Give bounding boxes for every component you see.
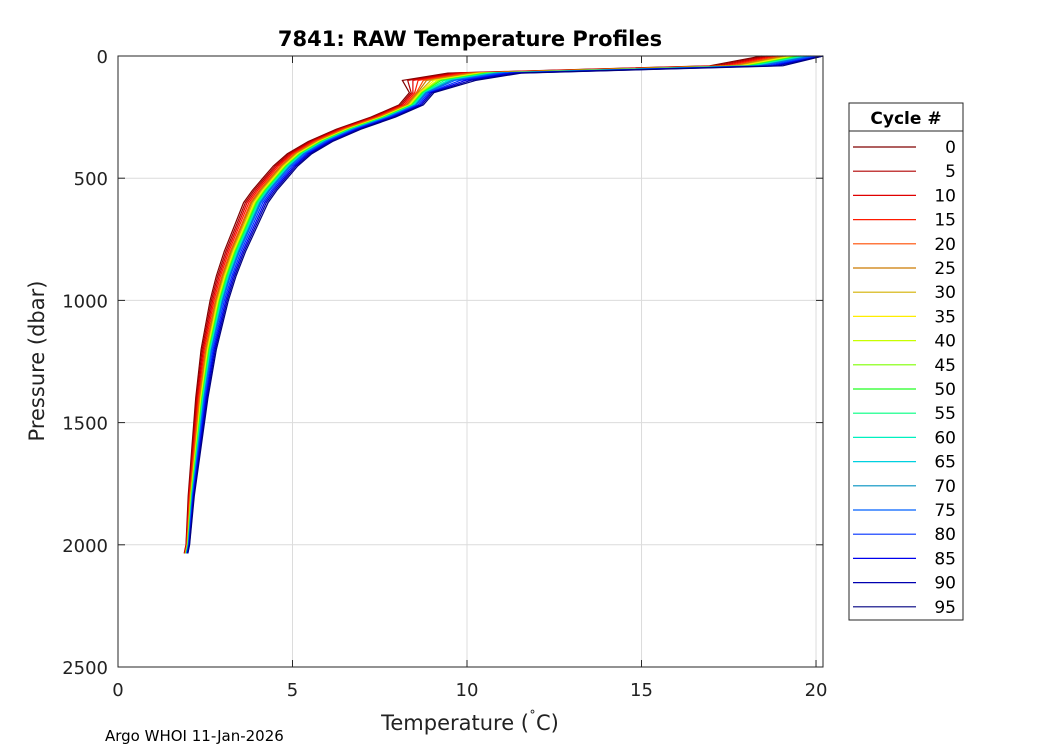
legend-label: 60: [934, 428, 956, 448]
profile-line-cycle-20: [184, 55, 784, 554]
profile-line-cycle-95: [187, 55, 824, 554]
profile-line-cycle-70: [186, 55, 812, 554]
y-tick-label: 2500: [62, 658, 108, 679]
y-tick-label: 1500: [62, 414, 108, 435]
y-tick-label: 0: [97, 47, 108, 68]
profile-line-cycle-80: [186, 55, 820, 554]
grid-lines: [118, 56, 823, 667]
profile-line-cycle-55: [185, 55, 804, 554]
profile-line-cycle-75: [186, 55, 815, 554]
legend-label: 70: [934, 477, 956, 497]
legend-label: 35: [934, 307, 956, 327]
legend-label: 20: [934, 235, 956, 255]
legend-label: 30: [934, 283, 956, 303]
x-tick-label: 15: [630, 680, 653, 701]
profile-line-cycle-0: [183, 55, 763, 554]
profile-line-cycle-65: [186, 55, 810, 554]
profile-line-cycle-60: [185, 55, 808, 554]
footer-credit: Argo WHOI 11-Jan-2026: [105, 727, 284, 745]
x-axis-label: Temperature (˚C): [380, 709, 559, 735]
profile-line-cycle-25: [184, 55, 787, 554]
y-tick-label: 500: [74, 169, 108, 190]
profile-line-cycle-90: [187, 55, 824, 554]
y-axis-label: Pressure (dbar): [25, 281, 49, 442]
chart-title: 7841: RAW Temperature Profiles: [278, 27, 662, 51]
profile-line-cycle-85: [186, 55, 824, 554]
legend-label: 80: [934, 525, 956, 545]
legend-label: 45: [934, 356, 956, 376]
legend-label: 0: [945, 138, 956, 158]
legend: Cycle # 0 5 10 15 20 25 30 35 40 45 50 55 60 65 70 75 80…: [848, 102, 964, 621]
x-axis-ticks: 0 5 10 15 20: [112, 56, 827, 701]
y-tick-label: 1000: [62, 291, 108, 312]
legend-label: 50: [934, 380, 956, 400]
plot-area: [117, 55, 824, 668]
legend-label: 25: [934, 259, 956, 279]
legend-label: 55: [934, 404, 956, 424]
profile-line-cycle-40: [185, 55, 797, 554]
profile-lines: [183, 55, 824, 554]
x-tick-label: 10: [456, 680, 479, 701]
legend-label: 75: [934, 501, 956, 521]
legend-entries: 0 5 10 15 20 25 30 35 40 45 50 55 60 65 70 75 80 85 90 95: [853, 138, 956, 618]
x-tick-label: 5: [287, 680, 298, 701]
legend-label: 5: [945, 162, 956, 182]
profile-line-cycle-35: [185, 55, 794, 554]
legend-label: 85: [934, 549, 956, 569]
x-tick-label: 20: [805, 680, 828, 701]
y-axis-ticks: 0 500 1000 1500 2000 2500: [62, 47, 823, 679]
profile-line-cycle-45: [185, 55, 799, 554]
legend-label: 15: [934, 211, 956, 231]
profile-line-cycle-5: [183, 55, 768, 554]
x-tick-label: 0: [112, 680, 123, 701]
profile-line-cycle-50: [185, 55, 801, 554]
legend-label: 90: [934, 574, 956, 594]
y-tick-label: 2000: [62, 536, 108, 557]
degree-symbol: ˚: [529, 709, 536, 726]
legend-label: 95: [934, 598, 956, 618]
profile-line-cycle-30: [185, 55, 791, 554]
legend-title: Cycle #: [870, 109, 941, 129]
profile-line-cycle-10: [184, 55, 773, 554]
legend-label: 40: [934, 332, 956, 352]
legend-label: 65: [934, 453, 956, 473]
legend-label: 10: [934, 186, 956, 206]
profile-line-cycle-15: [184, 55, 778, 554]
